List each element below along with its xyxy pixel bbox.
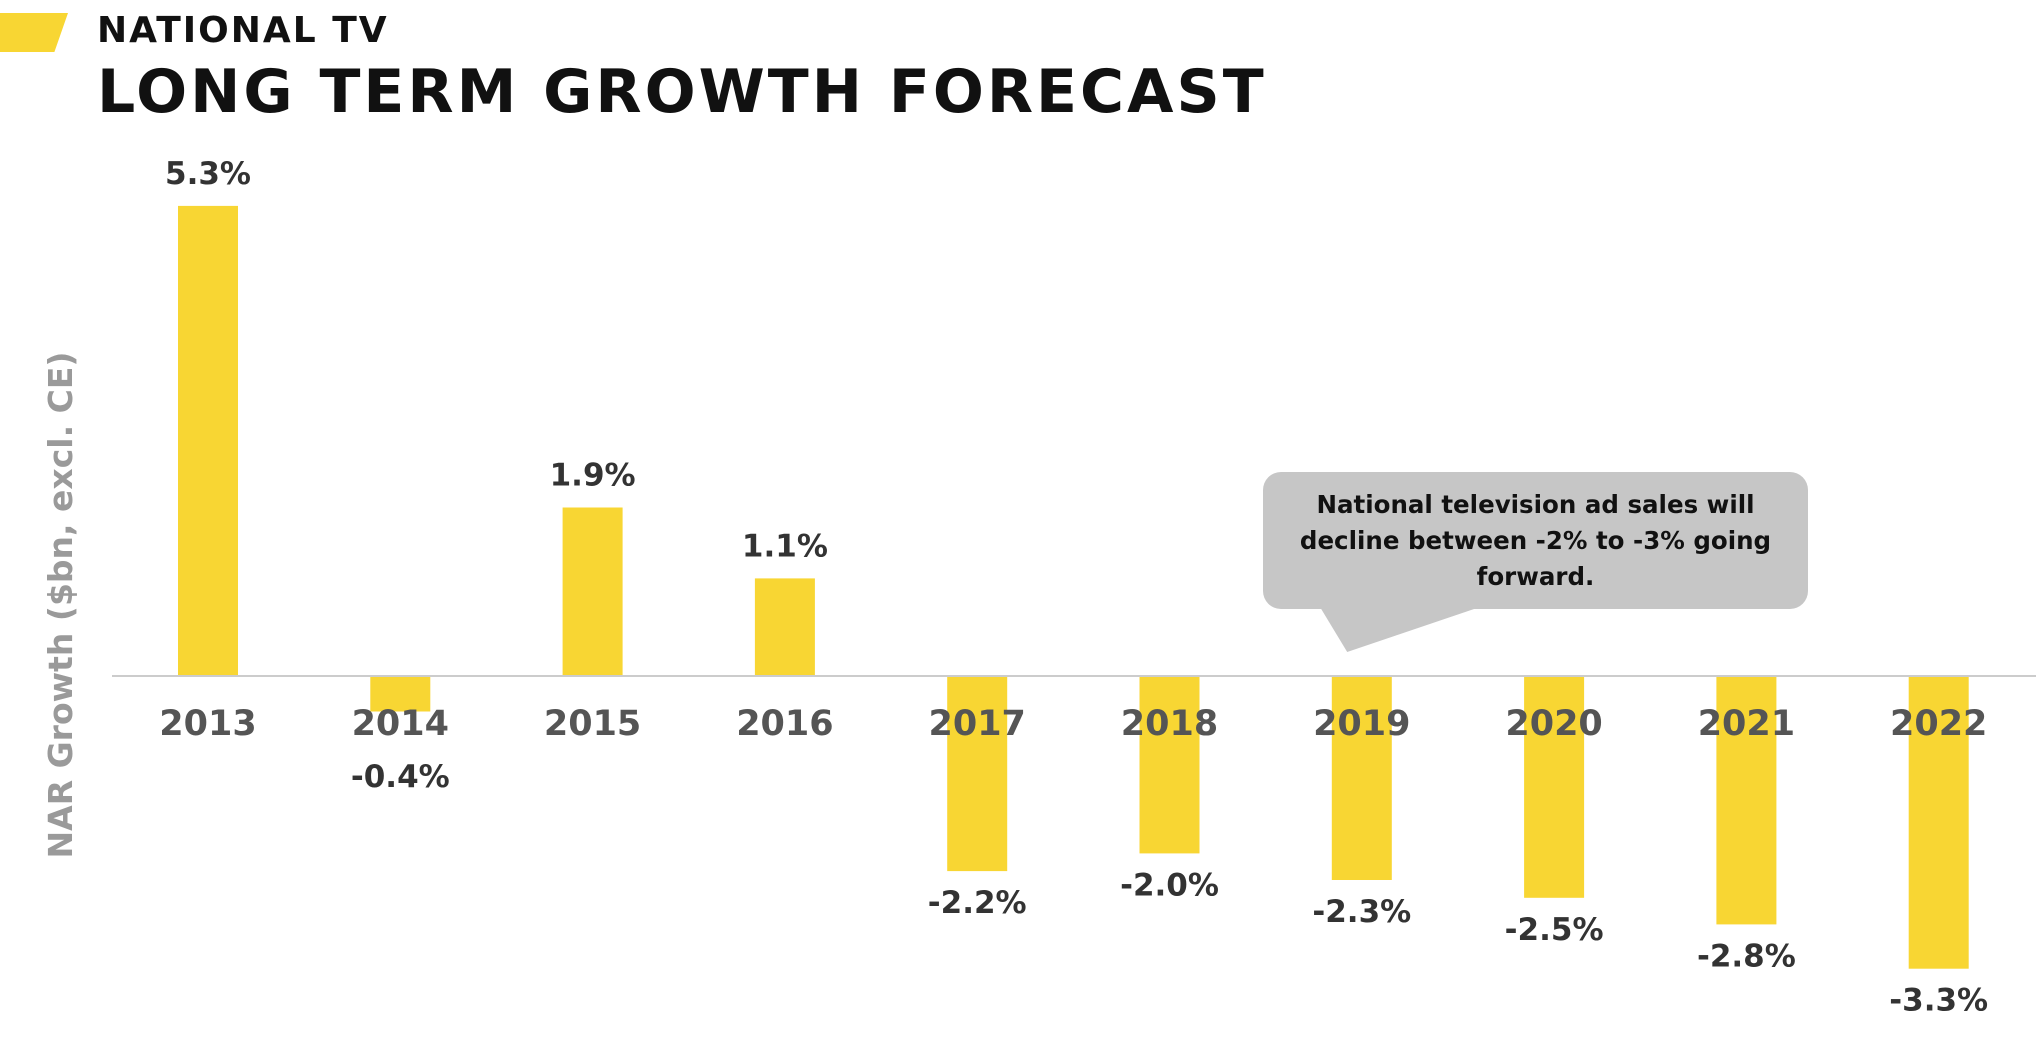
callout-box: National television ad sales will declin… [1263, 472, 1808, 609]
data-label-2013: 5.3% [165, 156, 251, 192]
bar-2013 [178, 205, 238, 676]
x-tick-label-2020: 2020 [1505, 704, 1602, 744]
x-tick-label-2015: 2015 [544, 704, 641, 744]
accent-tab [0, 13, 68, 52]
data-label-2022: -3.3% [1889, 983, 1988, 1019]
x-tick-label-2018: 2018 [1121, 704, 1218, 744]
data-label-2020: -2.5% [1505, 912, 1604, 948]
bar-2022 [1908, 676, 1969, 969]
bar-2016 [754, 578, 815, 676]
x-tick-label-2017: 2017 [928, 704, 1025, 744]
data-label-2015: 1.9% [550, 458, 636, 494]
data-label-2017: -2.2% [928, 885, 1027, 921]
x-tick-label-2019: 2019 [1313, 704, 1410, 744]
x-tick-label-2016: 2016 [736, 704, 833, 744]
x-tick-label-2021: 2021 [1698, 704, 1795, 744]
bar-2018 [1139, 676, 1200, 854]
data-label-2014: -0.4% [351, 759, 450, 795]
data-label-2021: -2.8% [1697, 938, 1796, 974]
bar-2021 [1716, 676, 1777, 925]
bar-2015 [562, 507, 623, 676]
chart-subtitle: NATIONAL TV [97, 10, 389, 51]
callout-text: National television ad sales will declin… [1299, 489, 1772, 591]
chart-title: LONG TERM GROWTH FORECAST [97, 57, 1267, 127]
bar-2014 [370, 676, 431, 712]
x-tick-label-2014: 2014 [352, 704, 449, 744]
x-tick-label-2022: 2022 [1890, 704, 1987, 744]
data-label-2018: -2.0% [1120, 867, 1219, 903]
data-label-2019: -2.3% [1312, 894, 1411, 930]
data-label-2016: 1.1% [742, 528, 828, 564]
bar-2017 [947, 676, 1008, 872]
bar-2019 [1331, 676, 1392, 880]
bar-2020 [1524, 676, 1585, 898]
x-tick-label-2013: 2013 [159, 704, 256, 744]
y-axis-label: NAR Growth ($bn, excl. CE) [41, 352, 80, 859]
